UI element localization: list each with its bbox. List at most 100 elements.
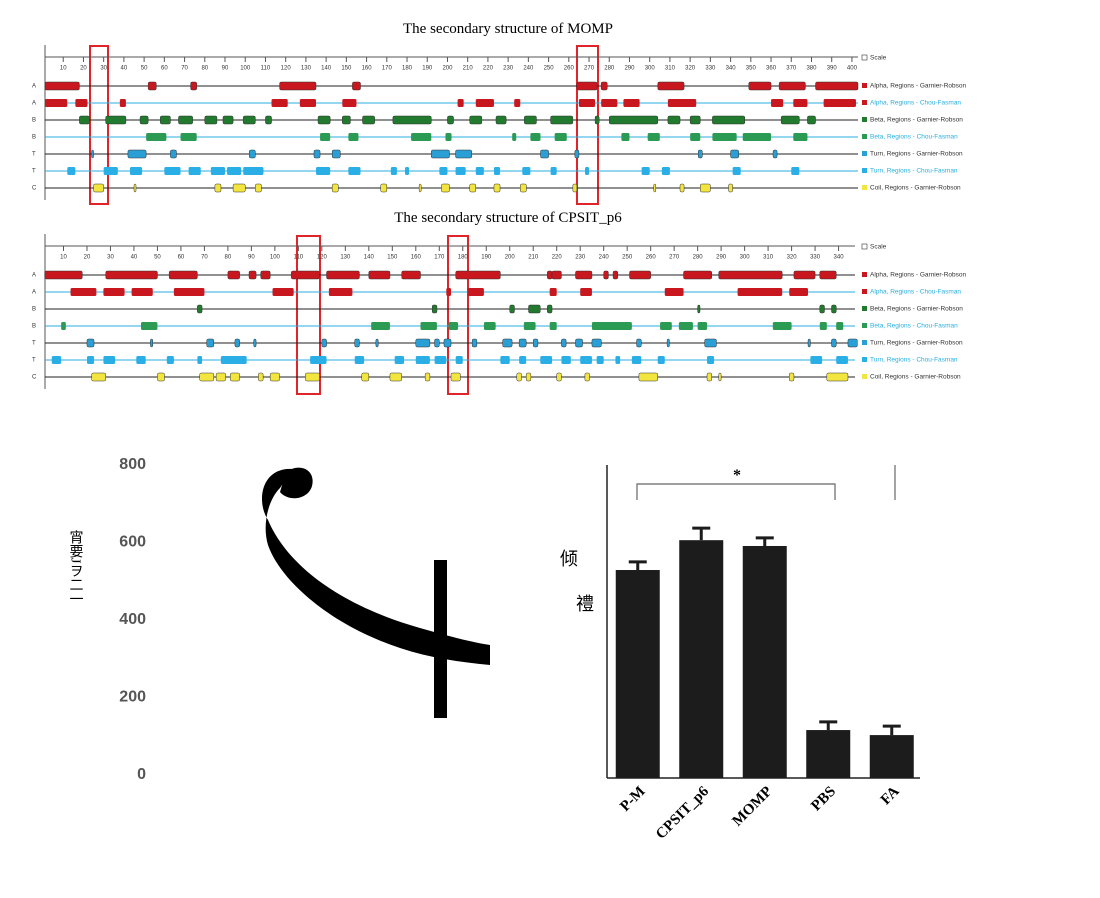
segment [215,372,226,382]
segment [362,115,375,125]
segment [415,338,431,348]
x-tick-label: 230 [575,255,586,261]
segment [793,133,808,141]
segment [150,338,153,348]
segment [831,304,837,314]
segment [164,167,181,175]
x-tick-label: 280 [693,255,704,261]
row-label: B [32,118,36,124]
x-tick-label: 390 [827,66,838,72]
legend-swatch [862,185,867,190]
segment [316,167,331,175]
segment [475,99,494,107]
segment [791,167,800,175]
segment [441,183,450,193]
segment [689,115,701,125]
x-tick-label: 190 [422,66,433,72]
highlight-box [576,45,599,205]
x-tick-label: 190 [481,255,492,261]
segment [512,133,517,141]
segment [623,99,640,107]
x-tick-label: 130 [301,66,312,72]
segment [354,338,360,348]
x-tick-label: CPSIT_p6 [653,783,712,842]
y-tick-label: 200 [119,689,146,706]
legend-label: Turn, Regions - Chou-Fasman [870,357,958,364]
segment [524,115,537,125]
segment [636,338,642,348]
segment [190,81,197,91]
segment [70,288,97,296]
segment [258,372,264,382]
x-tick-label: 320 [685,66,696,72]
row-label: A [32,290,36,296]
segment [495,115,507,125]
row-label: T [32,358,36,364]
highlight-box [89,45,109,205]
legend-swatch [862,357,867,362]
x-tick-label: 220 [552,255,563,261]
row-label: A [32,101,36,107]
segment [826,372,849,382]
segment [847,338,858,348]
legend-label: Scale [870,55,887,62]
segment [291,270,320,280]
row-label: T [32,341,36,347]
legend-label: Beta, Regions - Chou-Fasman [870,134,958,141]
x-tick-label: 330 [810,255,821,261]
segment [455,167,466,175]
segment [772,149,778,159]
x-tick-label: 210 [463,66,474,72]
segment [657,356,665,364]
legend-swatch [862,272,867,277]
segment [540,149,549,159]
legend-swatch [862,323,867,328]
segment [434,356,447,364]
segment [371,322,390,330]
legend-swatch [862,168,867,173]
segment [103,167,118,175]
segment [411,133,432,141]
segment [243,167,264,175]
segment [737,288,783,296]
x-tick-label: 170 [434,255,445,261]
x-tick-label: 260 [564,66,575,72]
error-bar [819,720,838,731]
row-label: T [32,152,36,158]
x-tick-label: 200 [442,66,453,72]
segment [547,304,553,314]
segment [105,115,127,125]
segment [220,356,247,364]
y-tick-label: 600 [119,534,146,551]
x-tick-label: 10 [60,66,67,72]
x-tick-label: PBS [808,784,839,815]
segment [139,115,149,125]
segment [269,372,280,382]
segment [788,372,795,382]
x-tick-label: 100 [270,255,281,261]
segment [836,322,844,330]
glyph-stroke [280,467,313,499]
segment [580,288,592,296]
x-tick-label: 290 [716,255,727,261]
segment [232,183,246,193]
segment [394,356,405,364]
segment [550,115,574,125]
segment [771,99,784,107]
segment [469,115,483,125]
x-tick-label: 350 [746,66,757,72]
x-tick-label: 100 [240,66,251,72]
x-tick-label: 140 [321,66,332,72]
legend-swatch [862,100,867,105]
x-tick-label: 80 [225,255,232,261]
segment [188,167,201,175]
legend-label: Turn, Regions - Chou-Fasman [870,168,958,175]
legend-label: Beta, Regions - Garnier-Robson [870,306,963,313]
segment [697,322,708,330]
segment [550,167,557,175]
segment [700,183,711,193]
x-tick-label: 120 [281,66,292,72]
segment [51,356,62,364]
segment [683,270,712,280]
segment [793,99,808,107]
